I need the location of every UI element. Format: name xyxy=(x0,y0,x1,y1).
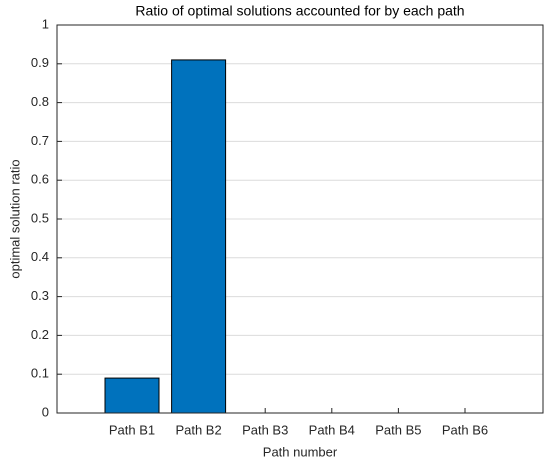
y-tick-label: 0 xyxy=(42,404,49,419)
y-tick-label: 0.4 xyxy=(31,249,49,264)
x-tick-label: Path B5 xyxy=(375,422,421,437)
chart-title: Ratio of optimal solutions accounted for… xyxy=(135,3,464,19)
bar xyxy=(104,377,160,414)
x-tick-label: Path B6 xyxy=(442,422,488,437)
bar xyxy=(171,59,227,414)
plot-frame xyxy=(56,24,544,414)
y-tick-label: 0.1 xyxy=(31,366,49,381)
y-tick-label: 0.5 xyxy=(31,210,49,225)
y-tick-label: 0.2 xyxy=(31,327,49,342)
x-tick-label: Path B4 xyxy=(309,422,355,437)
x-tick-label: Path B1 xyxy=(109,422,155,437)
y-tick-label: 0.8 xyxy=(31,94,49,109)
y-tick-label: 1 xyxy=(42,16,49,31)
y-tick-label: 0.3 xyxy=(31,288,49,303)
y-axis-label: optimal solution ratio xyxy=(7,159,22,278)
y-tick-label: 0.6 xyxy=(31,172,49,187)
x-tick-label: Path B3 xyxy=(242,422,288,437)
y-tick-label: 0.9 xyxy=(31,55,49,70)
y-tick-label: 0.7 xyxy=(31,133,49,148)
x-tick-label: Path B2 xyxy=(175,422,221,437)
x-axis-label: Path number xyxy=(263,444,338,459)
